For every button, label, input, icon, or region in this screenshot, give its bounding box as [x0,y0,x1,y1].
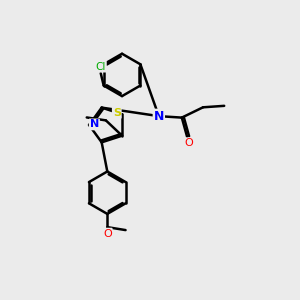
Text: N: N [154,110,164,123]
Text: S: S [113,108,121,118]
Text: Cl: Cl [95,62,106,72]
Text: N: N [90,119,99,129]
Text: O: O [184,138,193,148]
Text: O: O [103,229,112,238]
